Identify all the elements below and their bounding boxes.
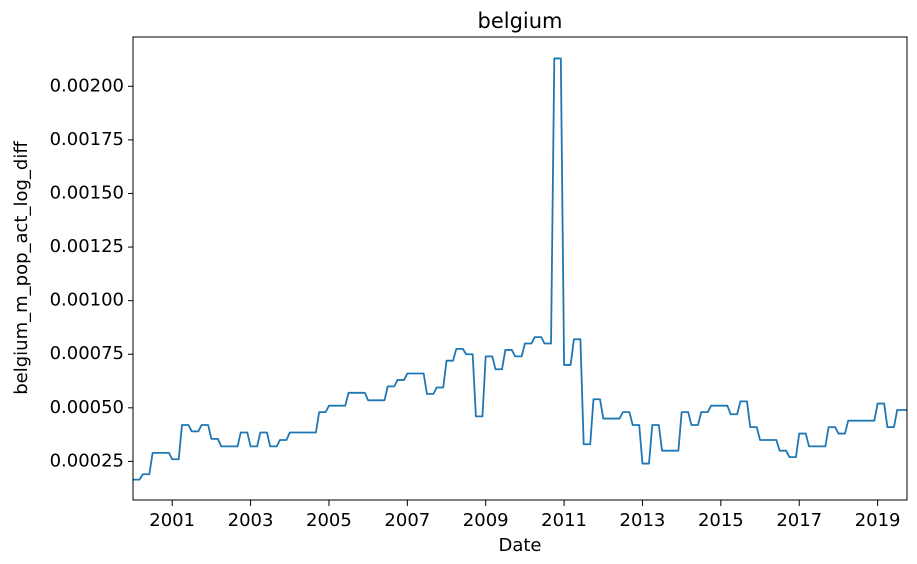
x-tick-label: 2001 — [149, 510, 195, 531]
y-tick-label: 0.00100 — [50, 290, 124, 311]
x-tick-label: 2009 — [463, 510, 509, 531]
x-tick-label: 2019 — [855, 510, 901, 531]
x-tick-label: 2007 — [384, 510, 430, 531]
y-tick-label: 0.00150 — [50, 182, 124, 203]
x-tick-label: 2005 — [306, 510, 352, 531]
y-tick-label: 0.00175 — [50, 129, 124, 150]
y-tick-label: 0.00200 — [50, 75, 124, 96]
x-tick-label: 2003 — [228, 510, 274, 531]
y-tick-label: 0.00075 — [50, 343, 124, 364]
line — [133, 57, 907, 481]
x-axis-label: Date — [498, 535, 541, 556]
x-tick-label: 2015 — [698, 510, 744, 531]
y-tick-label: 0.00125 — [50, 236, 124, 257]
y-tick-label: 0.00050 — [50, 397, 124, 418]
x-tick-label: 2011 — [541, 510, 587, 531]
chart-title: belgium — [477, 9, 562, 33]
y-axis-label: belgium_m_pop_act_log_diff — [11, 141, 32, 395]
x-tick-label: 2013 — [620, 510, 666, 531]
plot-frame — [132, 36, 908, 501]
x-tick-label: 2017 — [776, 510, 822, 531]
y-tick-label: 0.00025 — [50, 450, 124, 471]
